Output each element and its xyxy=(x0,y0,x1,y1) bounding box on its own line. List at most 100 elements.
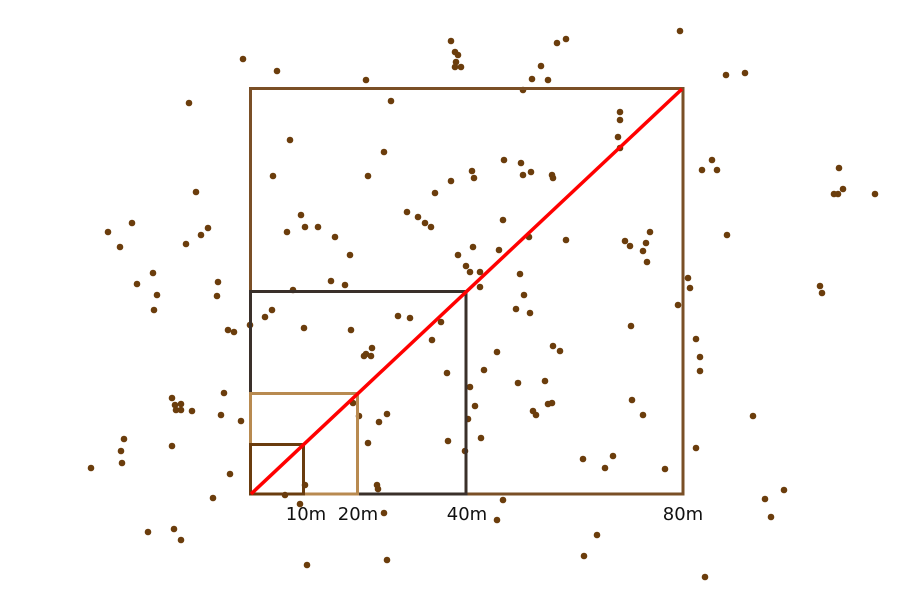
scatter-dot xyxy=(427,223,435,231)
square-10m xyxy=(249,443,305,496)
scatter-dot xyxy=(421,219,429,227)
scatter-dot xyxy=(237,417,245,425)
scatter-dot xyxy=(698,166,706,174)
scatter-dot xyxy=(526,309,534,317)
scatter-dot xyxy=(626,242,634,250)
scatter-dot xyxy=(283,228,291,236)
scatter-dot xyxy=(493,348,501,356)
scatter-dot xyxy=(437,318,445,326)
scatter-dot xyxy=(177,536,185,544)
scatter-dot xyxy=(224,326,232,334)
scatter-dot xyxy=(303,561,311,569)
scatter-dot xyxy=(643,258,651,266)
scatter-dot xyxy=(383,556,391,564)
scatter-dot xyxy=(116,243,124,251)
scatter-dot xyxy=(516,270,524,278)
scatter-dot xyxy=(580,552,588,560)
scatter-dot xyxy=(601,464,609,472)
scatter-dot xyxy=(527,168,535,176)
scatter-dot xyxy=(495,246,503,254)
scatter-dot xyxy=(428,336,436,344)
scatter-dot xyxy=(170,525,178,533)
scatter-dot xyxy=(239,55,247,63)
scatter-dot xyxy=(368,344,376,352)
scatter-dot xyxy=(562,236,570,244)
scatter-dot xyxy=(414,213,422,221)
scatter-dot xyxy=(150,306,158,314)
scatter-dot xyxy=(642,239,650,247)
scatter-dot xyxy=(168,442,176,450)
scatter-dot xyxy=(188,407,196,415)
scatter-dot xyxy=(454,251,462,259)
scatter-dot xyxy=(347,326,355,334)
scatter-dot xyxy=(470,174,478,182)
scatter-dot xyxy=(133,280,141,288)
scatter-dot xyxy=(197,231,205,239)
scatter-dot xyxy=(149,269,157,277)
label-10m: 10m xyxy=(286,504,326,525)
scatter-dot xyxy=(616,116,624,124)
scatter-dot xyxy=(403,208,411,216)
scatter-dot xyxy=(406,314,414,322)
scatter-dot xyxy=(314,223,322,231)
scatter-dot xyxy=(614,133,622,141)
scatter-dot xyxy=(220,389,228,397)
scatter-dot xyxy=(362,76,370,84)
scatter-dot xyxy=(364,172,372,180)
scatter-dot xyxy=(177,406,185,414)
scatter-dot xyxy=(549,174,557,182)
label-40m: 40m xyxy=(447,504,487,525)
scatter-dot xyxy=(120,435,128,443)
scatter-dot xyxy=(713,166,721,174)
scatter-dots xyxy=(87,27,879,581)
scatter-dot xyxy=(209,494,217,502)
scatter-dot xyxy=(394,312,402,320)
scatter-dot xyxy=(213,292,221,300)
scatter-dot xyxy=(447,177,455,185)
scatter-dot xyxy=(375,418,383,426)
scatter-dot xyxy=(871,190,879,198)
scatter-dot xyxy=(466,383,474,391)
scatter-dot xyxy=(204,224,212,232)
scatter-dot xyxy=(544,76,552,84)
scatter-dot xyxy=(447,37,455,45)
scatter-dot xyxy=(301,223,309,231)
label-20m: 20m xyxy=(338,504,378,525)
scatter-dot xyxy=(364,439,372,447)
scatter-dot xyxy=(380,148,388,156)
scatter-dot xyxy=(87,464,95,472)
scatter-dot xyxy=(261,313,269,321)
scatter-dot xyxy=(500,156,508,164)
scatter-dot xyxy=(696,353,704,361)
scatter-dot xyxy=(172,406,180,414)
scatter-dot xyxy=(177,400,185,408)
scatter-dot xyxy=(548,399,556,407)
scatter-dot xyxy=(331,233,339,241)
scatter-dot xyxy=(296,500,304,508)
scatter-dot xyxy=(226,470,234,478)
scatter-dot xyxy=(273,67,281,75)
scatter-dot xyxy=(383,410,391,418)
scatter-dot xyxy=(741,69,749,77)
scatter-dot xyxy=(621,237,629,245)
scatter-dot xyxy=(553,39,561,47)
scatter-dot xyxy=(380,509,388,517)
scatter-dot xyxy=(839,185,847,193)
scatter-dot xyxy=(639,411,647,419)
scatter-dot xyxy=(674,301,682,309)
scatter-dot xyxy=(367,352,375,360)
scatter-dot xyxy=(480,366,488,374)
diagonal-line xyxy=(249,87,684,496)
scatter-dot xyxy=(749,412,757,420)
scatter-dot xyxy=(556,347,564,355)
scatter-dot xyxy=(761,495,769,503)
scatter-dot xyxy=(708,156,716,164)
scatter-dot xyxy=(451,63,459,71)
scatter-dot xyxy=(387,97,395,105)
scatter-dot xyxy=(541,377,549,385)
scatter-dot xyxy=(192,188,200,196)
scatter-dot xyxy=(269,172,277,180)
scatter-dot xyxy=(341,281,349,289)
scatter-dot xyxy=(185,99,193,107)
